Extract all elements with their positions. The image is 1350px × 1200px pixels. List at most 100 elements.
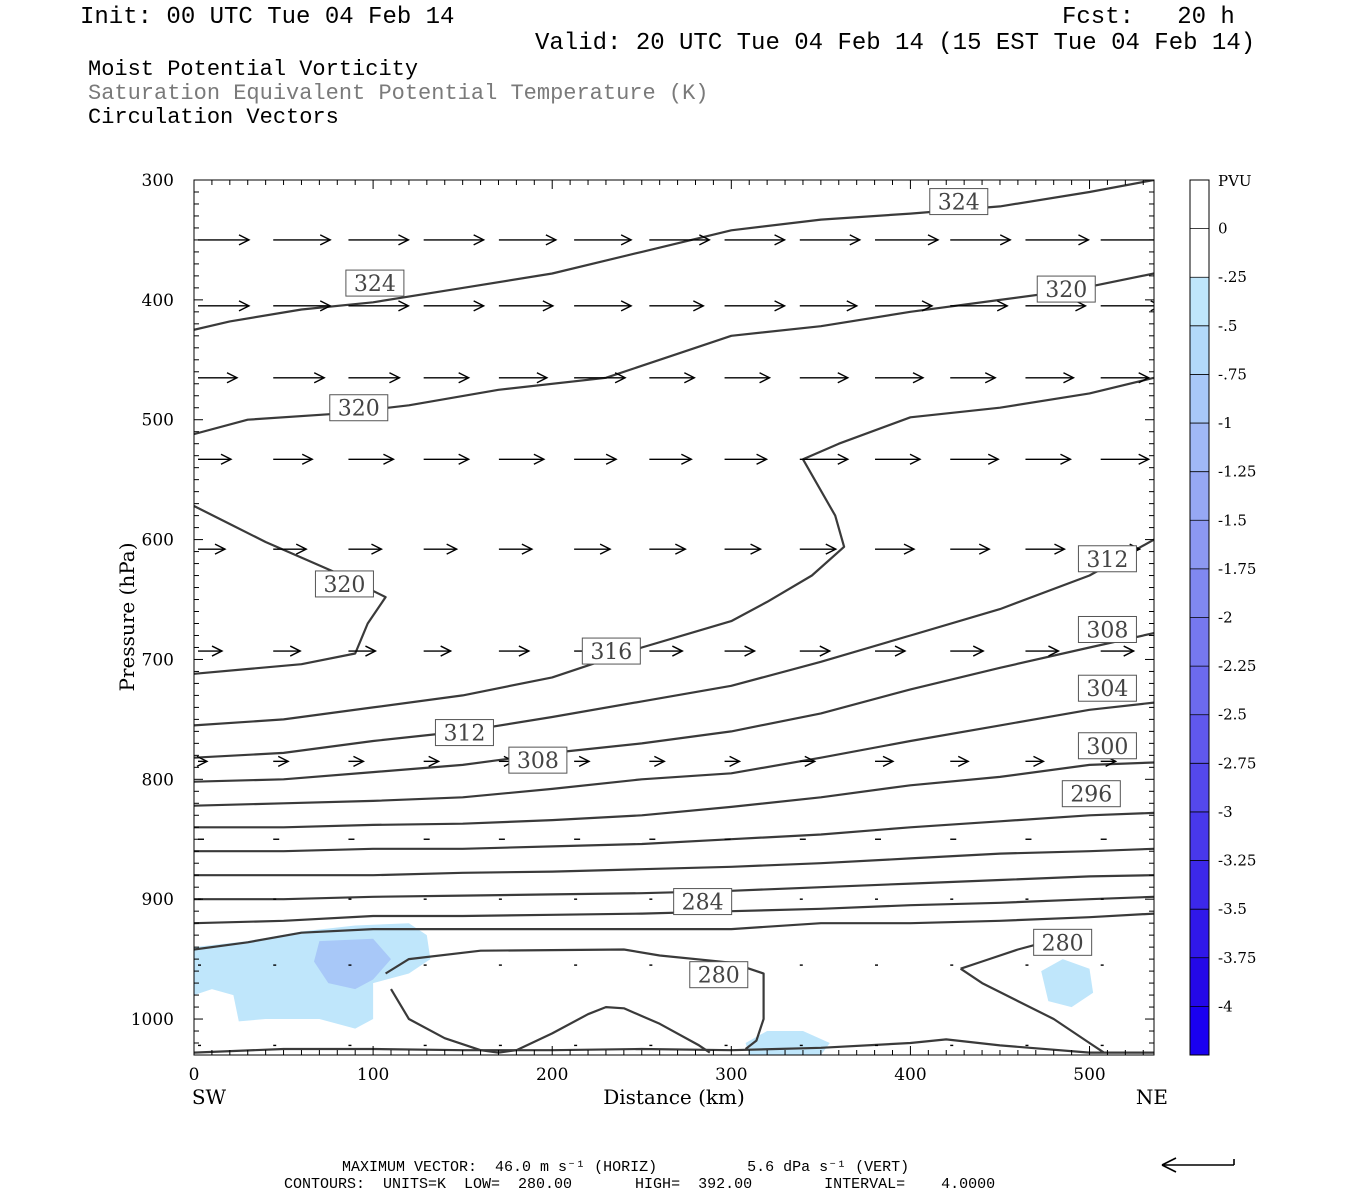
circulation-vector-head — [837, 453, 850, 465]
y-tick-label: 900 — [142, 890, 174, 910]
circulation-vector-head — [756, 453, 769, 465]
x-tick-label: 400 — [894, 1065, 926, 1085]
circulation-vector-head — [774, 300, 787, 312]
theta-es-contour — [194, 180, 1154, 331]
x-tick-label: 300 — [715, 1065, 747, 1085]
colorbar-segment — [1190, 423, 1209, 473]
circulation-vector-head — [473, 234, 486, 246]
contour-label-box — [673, 888, 733, 916]
circulation-vector-head — [211, 645, 224, 657]
circulation-vector-head — [729, 755, 742, 767]
reference-vector-head — [1161, 1157, 1235, 1173]
y-tick-label: 400 — [142, 291, 174, 311]
circulation-vector-head — [295, 543, 308, 555]
circulation-vector-head — [389, 372, 402, 384]
colorbar-segment — [1190, 909, 1209, 959]
circulation-vector-head — [972, 645, 985, 657]
circulation-vector-head — [825, 543, 838, 555]
circulation-vector-head — [440, 645, 453, 657]
theta-es-contour — [194, 538, 1154, 759]
circulation-vector-head — [398, 234, 411, 246]
circulation-vector-head — [927, 234, 940, 246]
y-tick-label: 700 — [142, 650, 174, 670]
circulation-vector-head — [238, 234, 251, 246]
circulation-vector-head — [1153, 234, 1154, 246]
reference-vector — [1161, 1157, 1235, 1173]
circulation-vector-head — [518, 645, 531, 657]
circulation-vector-head — [446, 543, 459, 555]
colorbar-tick-label: -1.25 — [1218, 463, 1256, 481]
contour-label-box — [929, 188, 989, 216]
circulation-vector-head — [226, 372, 239, 384]
theta-es-contour — [194, 811, 1154, 853]
colorbar-segment — [1190, 763, 1209, 813]
circulation-vector-head — [371, 543, 384, 555]
y-axis-label: Pressure (hPa) — [115, 543, 139, 692]
circulation-vector-head — [999, 234, 1012, 246]
colorbar-segment — [1190, 860, 1209, 910]
colorbar-tick-label: -1 — [1218, 414, 1233, 432]
circulation-vector-head — [978, 543, 991, 555]
circulation-vector-head — [1138, 453, 1151, 465]
circulation-vector-head — [957, 755, 970, 767]
colorbar-unit: PVU — [1218, 172, 1252, 190]
circulation-vector-head — [214, 543, 227, 555]
colorbar-segment — [1190, 617, 1209, 667]
contour-label: 280 — [1042, 931, 1084, 956]
theta-es-contour — [194, 376, 1154, 727]
circulation-vector-head — [458, 372, 471, 384]
circulation-vector-head — [301, 453, 314, 465]
theta-es-contour — [390, 988, 711, 1054]
x-axis-label: Distance (km) — [603, 1085, 745, 1109]
colorbar-tick-label: -.25 — [1218, 268, 1247, 286]
colorbar-tick-label: -4 — [1218, 997, 1233, 1015]
x-tick-label: 200 — [536, 1065, 568, 1085]
contour-label: 320 — [1045, 278, 1087, 303]
pv-shaded-region — [194, 923, 431, 1029]
circulation-vector-head — [365, 645, 378, 657]
circulation-vector-head — [744, 645, 757, 657]
circulation-vector-head — [605, 453, 618, 465]
contour-label: 308 — [1086, 618, 1128, 643]
colorbar-segment — [1190, 1006, 1209, 1056]
colorbar-tick-label: -3.25 — [1218, 852, 1256, 870]
contour-label: 308 — [517, 749, 559, 774]
colorbar-tick-label: -.75 — [1218, 365, 1247, 383]
field-theta-es: Saturation Equivalent Potential Temperat… — [88, 81, 709, 106]
y-tick-label: 1000 — [131, 1010, 174, 1030]
colorbar-segment — [1190, 471, 1209, 521]
colorbar-tick-label: -1.75 — [1218, 560, 1256, 578]
circulation-vector-head — [984, 372, 997, 384]
theta-es-contour — [194, 912, 1154, 951]
circulation-vector-head — [1048, 645, 1061, 657]
pv-shaded-region — [1041, 959, 1094, 1008]
colorbar-segment — [1190, 374, 1209, 424]
theta-es-contour — [194, 1038, 1154, 1054]
contour-label: 320 — [338, 397, 380, 422]
circulation-vector-head — [473, 300, 486, 312]
x-tick-label: 0 — [189, 1065, 200, 1085]
theta-es-contour — [194, 505, 387, 675]
theta-es-contour — [194, 761, 1154, 829]
valid-time: Valid: 20 UTC Tue 04 Feb 14 (15 EST Tue … — [535, 30, 1256, 57]
colorbar-tick-label: 0 — [1218, 220, 1228, 238]
colorbar-tick-label: -2.25 — [1218, 657, 1256, 675]
colorbar-segment — [1190, 666, 1209, 716]
circulation-vector-head — [383, 453, 396, 465]
circulation-vector-head — [220, 453, 233, 465]
contour-label-box — [1077, 674, 1137, 702]
colorbar-segment — [1190, 325, 1209, 375]
contour-label-box — [581, 637, 641, 665]
colorbar-tick-label: -2 — [1218, 609, 1233, 627]
circulation-vector-head — [196, 755, 209, 767]
circulation-vector-head — [693, 300, 705, 312]
circulation-vector-head — [620, 234, 633, 246]
circulation-vector-head — [1063, 372, 1076, 384]
colorbar-segment — [1190, 568, 1209, 618]
theta-es-contour — [194, 632, 1154, 783]
circulation-vector-head — [1033, 755, 1046, 767]
contour-label: 324 — [354, 272, 396, 297]
y-tick-label: 800 — [142, 770, 174, 790]
circulation-vector-head — [1138, 372, 1151, 384]
